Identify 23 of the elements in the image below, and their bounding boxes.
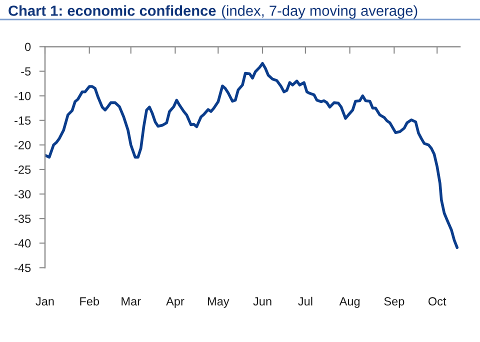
line-series (45, 62, 459, 249)
y-tick-label: -45 (14, 264, 31, 272)
y-tick-label: -30 (14, 190, 31, 198)
x-tick-label: Jul (298, 296, 312, 306)
x-tick-label: Mar (122, 297, 141, 306)
chart-subtitle: (index, 7-day moving average) (222, 5, 418, 19)
chart-title: Chart 1: economic confidence (8, 5, 216, 16)
x-tick-label: Sep (384, 297, 404, 308)
y-tick-label: -15 (14, 116, 31, 125)
y-tick-label: -5 (21, 67, 31, 76)
y-tick-label: -40 (14, 239, 31, 248)
x-tick-label: Jun (253, 297, 272, 306)
y-tick-label: -25 (14, 166, 31, 174)
x-tick-label: Jan (36, 297, 54, 306)
y-tick-label: -35 (14, 214, 31, 223)
y-tick-label: -20 (14, 140, 31, 150)
x-tick-label: May (208, 297, 230, 308)
x-tick-label: Aug (339, 297, 360, 308)
y-tick-label: -10 (14, 92, 31, 100)
x-tick-label: Oct (428, 297, 446, 306)
x-tick-label: Apr (166, 297, 184, 308)
x-tick-label: Feb (80, 296, 100, 306)
y-tick-label: 0 (25, 42, 31, 52)
